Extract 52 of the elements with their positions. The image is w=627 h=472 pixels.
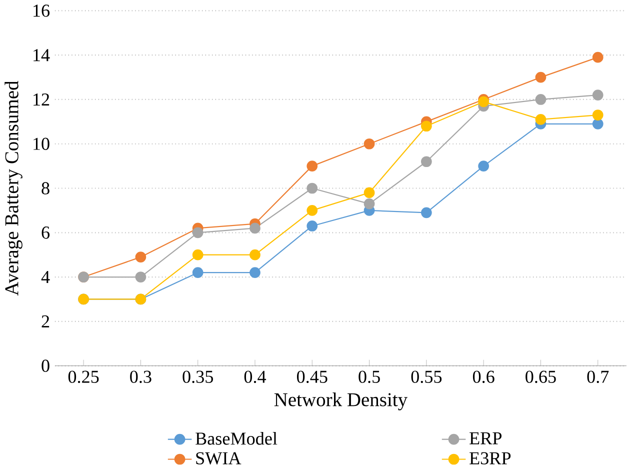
point xyxy=(592,110,604,121)
point xyxy=(535,114,546,125)
y-tick-label: 8 xyxy=(42,182,50,194)
point xyxy=(535,72,546,83)
point xyxy=(364,187,375,198)
point xyxy=(478,160,490,172)
x-tick-label: 0.4 xyxy=(244,370,266,384)
y-tick-label: 14 xyxy=(34,49,50,62)
legend-label: SWIA xyxy=(196,452,242,465)
point xyxy=(250,267,260,278)
x-axis-title: Network Density xyxy=(274,392,408,410)
point xyxy=(135,252,146,263)
x-tick-label: 0.35 xyxy=(182,370,213,384)
x-tick-label: 0.3 xyxy=(130,370,152,384)
point xyxy=(192,249,204,260)
x-tick-label: 0.55 xyxy=(411,370,442,384)
y-axis-title: Average Battery Consumed xyxy=(4,80,22,296)
point xyxy=(364,138,375,150)
y-tick-label: 10 xyxy=(34,138,50,150)
point xyxy=(306,182,318,194)
point xyxy=(306,160,318,172)
point xyxy=(250,222,260,234)
point xyxy=(135,272,146,283)
point xyxy=(420,120,432,132)
y-tick-label: 12 xyxy=(34,94,50,106)
legend-label: ERP xyxy=(470,432,502,444)
x-tick-label: 0.6 xyxy=(472,370,494,384)
point xyxy=(478,96,490,108)
point xyxy=(420,156,432,168)
legend-label: BaseModel xyxy=(196,432,278,445)
point xyxy=(306,205,318,216)
x-tick-label: 0.45 xyxy=(296,370,328,384)
y-tick-label: 2 xyxy=(42,315,50,328)
x-tick-label: 0.7 xyxy=(587,370,609,384)
point xyxy=(592,52,604,63)
x-tick-label: 0.65 xyxy=(526,370,556,384)
point xyxy=(192,267,204,278)
point xyxy=(192,227,204,238)
legend-label: E3RP xyxy=(470,452,511,464)
point xyxy=(364,198,375,210)
point xyxy=(535,94,546,105)
x-tick-label: 0.5 xyxy=(358,370,380,384)
x-tick-label: 0.25 xyxy=(68,370,99,384)
y-tick-label: 16 xyxy=(34,4,50,17)
point xyxy=(306,220,318,232)
y-tick-label: 0 xyxy=(42,360,50,372)
point xyxy=(592,90,604,101)
point xyxy=(420,207,432,218)
y-tick-label: 6 xyxy=(42,226,50,239)
point xyxy=(592,118,604,130)
point xyxy=(250,249,260,260)
y-tick-label: 4 xyxy=(41,271,50,284)
